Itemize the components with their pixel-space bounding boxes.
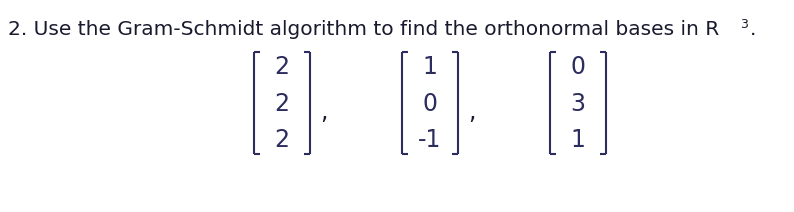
Text: -1: -1	[418, 128, 441, 152]
Text: 2: 2	[275, 92, 290, 116]
Text: 2: 2	[275, 55, 290, 79]
Text: ,: ,	[320, 100, 327, 124]
Text: 2: 2	[275, 128, 290, 152]
Text: 2. Use the Gram-Schmidt algorithm to find the orthonormal bases in R: 2. Use the Gram-Schmidt algorithm to fin…	[8, 20, 719, 39]
Text: 3: 3	[740, 18, 748, 31]
Text: 3: 3	[571, 92, 585, 116]
Text: .: .	[750, 20, 757, 39]
Text: ,: ,	[468, 100, 476, 124]
Text: 1: 1	[422, 55, 437, 79]
Text: 0: 0	[571, 55, 585, 79]
Text: 1: 1	[571, 128, 585, 152]
Text: 0: 0	[422, 92, 437, 116]
